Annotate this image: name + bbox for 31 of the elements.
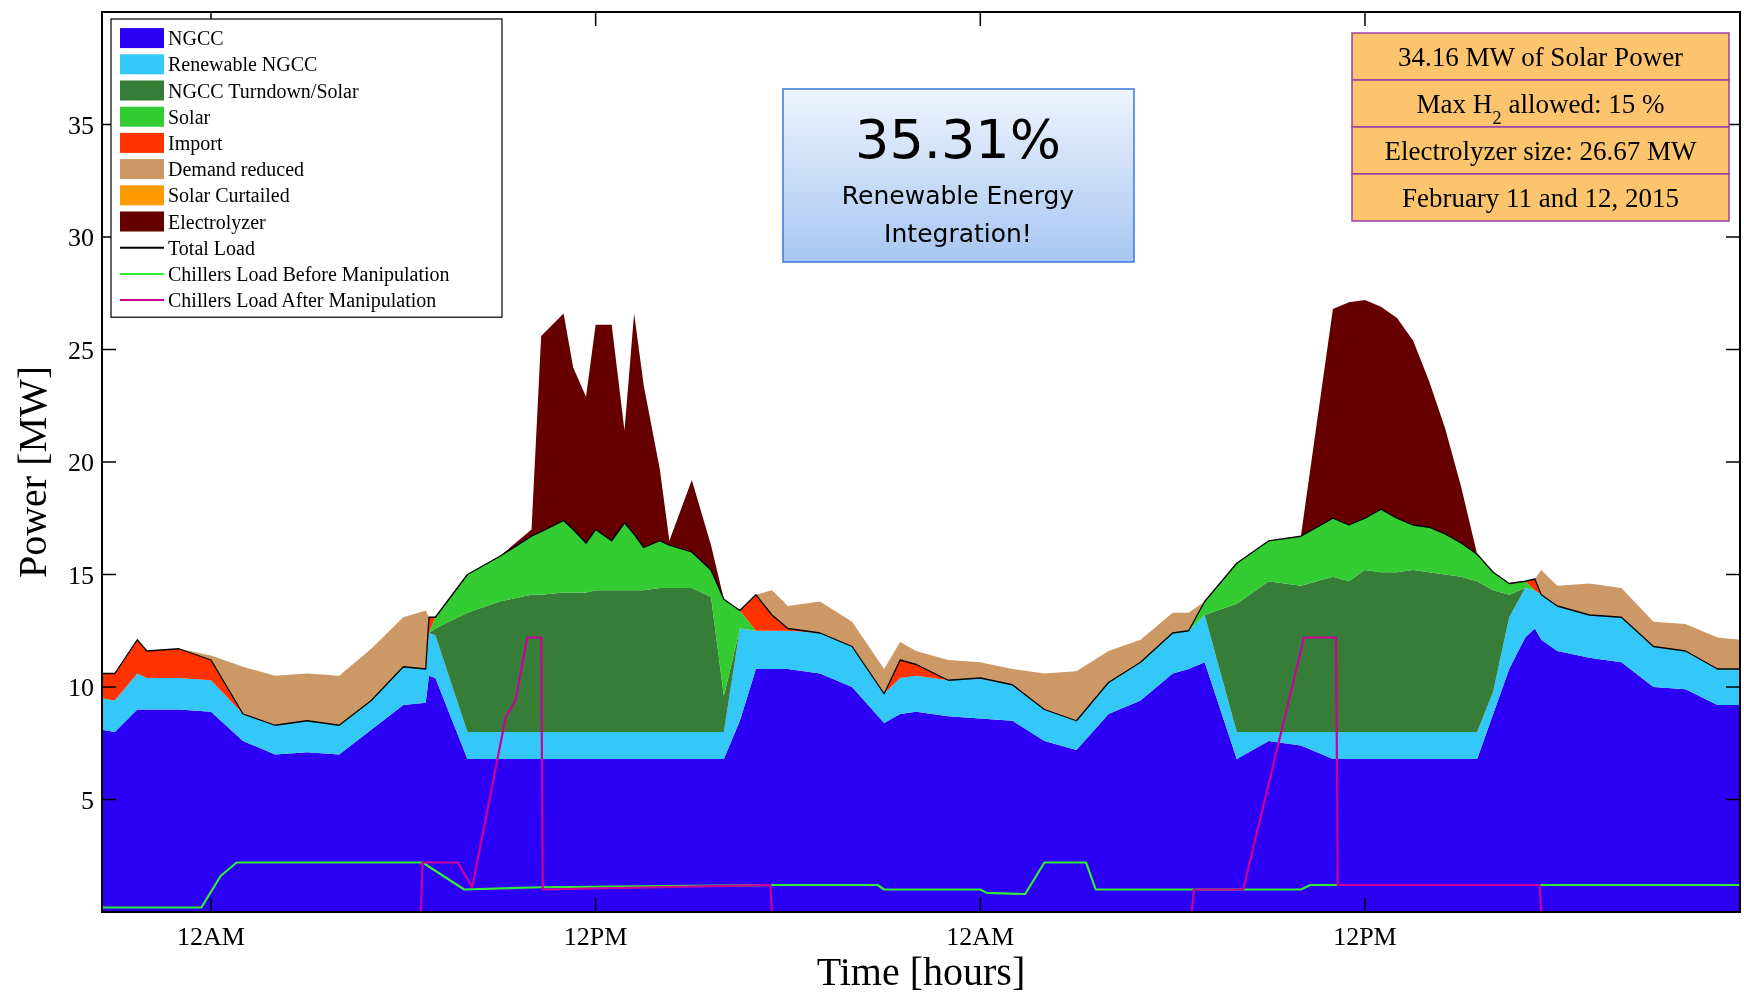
y-axis-title: Power [MW] (10, 365, 55, 579)
legend-label: Solar Curtailed (168, 184, 290, 207)
x-tick-label: 12PM (563, 922, 628, 951)
x-axis-title: Time [hours] (816, 949, 1026, 994)
legend-label: Chillers Load After Manipulation (168, 289, 437, 313)
y-tick-label: 35 (68, 110, 94, 140)
text-panel: 35.31% Renewable Energy Integration! (782, 88, 1135, 263)
legend-label: Renewable NGCC (168, 53, 318, 76)
x-tick-label: 12AM (177, 922, 245, 951)
legend-label: Demand reduced (168, 158, 305, 181)
x-tick-label: 12PM (1333, 922, 1397, 951)
legend-label: NGCC (168, 27, 224, 50)
legend-label: Total Load (168, 236, 255, 259)
legend-label: Solar (168, 105, 211, 128)
annotation: Electrolyzer size: 26.67 MW (1384, 135, 1697, 166)
legend-label: Chillers Load Before Manipulation (168, 262, 450, 286)
annotation: 34.16 MW of Solar Power (1397, 41, 1684, 72)
annotation: Max H$_{2}$ allowed: 15 % (1416, 88, 1665, 128)
annotation: Renewable Energy Integration! (841, 181, 1075, 248)
y-tick-label: 10 (68, 673, 94, 703)
annotation: 35.31% (855, 108, 1061, 171)
annotation: February 11 and 12, 2015 (1401, 182, 1680, 213)
x-tick-label: 12AM (946, 922, 1015, 951)
legend-label: Import (168, 131, 223, 155)
legend-label: Electrolyzer (168, 210, 267, 234)
y-tick-label: 25 (68, 335, 94, 365)
y-tick-label: 15 (68, 560, 94, 590)
legend-label: NGCC Turndown/Solar (168, 79, 359, 102)
y-tick-label: 20 (68, 448, 94, 478)
y-tick-label: 5 (81, 785, 94, 815)
y-tick-label: 30 (68, 223, 94, 253)
